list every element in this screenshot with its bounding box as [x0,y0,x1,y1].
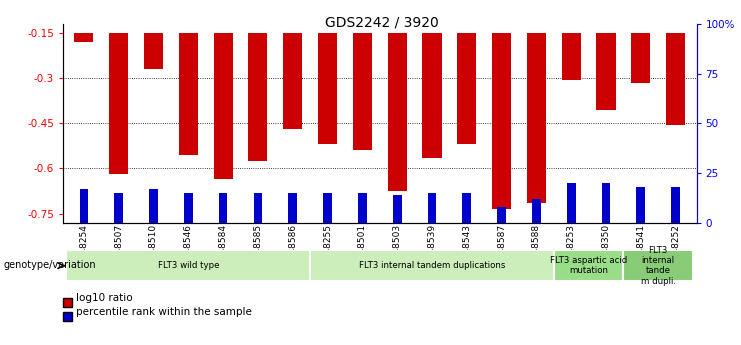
Bar [213,33,233,179]
Bar [388,33,407,191]
Bar [602,183,611,223]
Text: GDS2242 / 3920: GDS2242 / 3920 [325,16,439,30]
Bar [671,187,680,223]
Bar [597,33,616,110]
Bar [184,193,193,223]
Bar [637,187,645,223]
Bar [567,183,576,223]
Bar [527,33,546,203]
Bar [428,193,436,223]
Bar [323,193,332,223]
Bar [109,33,128,175]
Text: genotype/variation: genotype/variation [4,260,96,270]
Bar [532,199,541,223]
Bar [248,33,268,161]
Bar [562,33,581,80]
Bar [179,33,198,155]
Bar [497,207,506,223]
Bar [79,189,88,223]
Bar [353,33,372,150]
Bar [623,250,693,281]
Bar [149,189,158,223]
Bar [288,193,297,223]
Bar [462,193,471,223]
Bar [283,33,302,129]
Bar [219,193,227,223]
Bar [67,250,310,281]
Bar [631,33,651,83]
Text: FLT3
internal
tande
m dupli.: FLT3 internal tande m dupli. [641,246,676,286]
Text: FLT3 wild type: FLT3 wild type [158,261,219,270]
Bar [74,33,93,42]
Bar [393,195,402,223]
Text: log10 ratio: log10 ratio [76,294,133,303]
Bar [358,193,367,223]
Bar [318,33,337,144]
Bar [492,33,511,209]
Text: percentile rank within the sample: percentile rank within the sample [76,307,252,317]
Text: FLT3 internal tandem duplications: FLT3 internal tandem duplications [359,261,505,270]
Bar [114,193,123,223]
Bar [666,33,685,125]
Bar [457,33,476,144]
Bar [144,33,163,69]
Bar [554,250,623,281]
Bar [422,33,442,158]
Text: FLT3 aspartic acid
mutation: FLT3 aspartic acid mutation [550,256,627,275]
Bar [253,193,262,223]
Bar [310,250,554,281]
